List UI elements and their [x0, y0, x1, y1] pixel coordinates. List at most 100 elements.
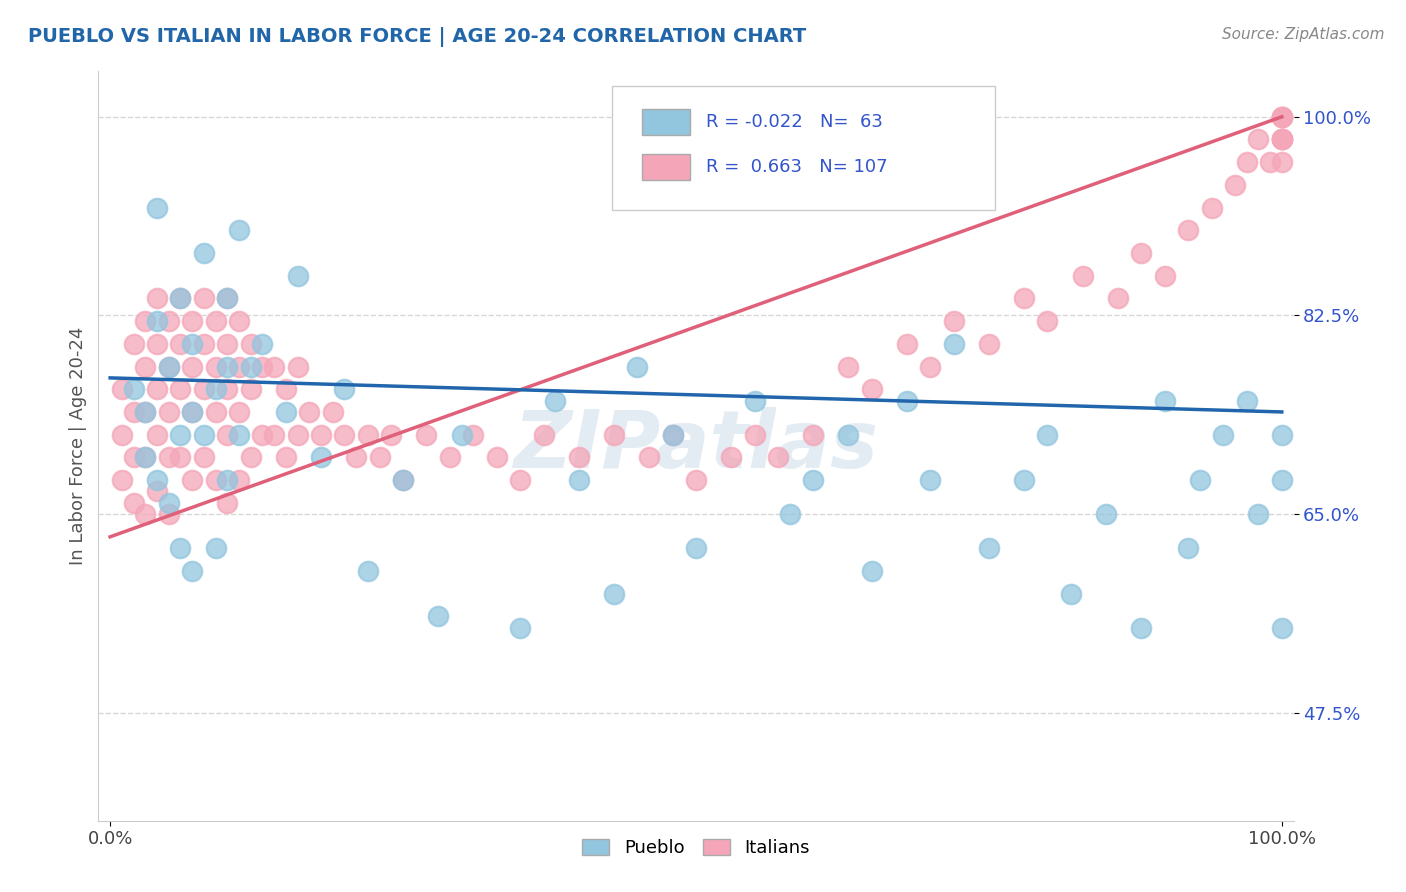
Point — [111, 473, 134, 487]
Point — [239, 450, 262, 465]
Point — [1130, 621, 1153, 635]
Point — [157, 496, 180, 510]
Point — [146, 292, 169, 306]
Point — [1188, 473, 1211, 487]
Point — [228, 359, 250, 374]
Point — [533, 427, 555, 442]
Point — [1247, 507, 1270, 521]
Point — [157, 450, 180, 465]
Point — [169, 427, 191, 442]
Point — [239, 382, 262, 396]
Point — [287, 359, 309, 374]
Point — [157, 507, 180, 521]
Point — [860, 382, 883, 396]
Point — [157, 359, 180, 374]
Point — [193, 450, 215, 465]
Point — [1036, 314, 1059, 328]
Point — [239, 359, 262, 374]
Point — [322, 405, 344, 419]
Point — [169, 336, 191, 351]
Point — [169, 450, 191, 465]
Point — [204, 405, 226, 419]
Point — [1271, 110, 1294, 124]
Point — [1153, 268, 1175, 283]
Point — [766, 450, 789, 465]
Legend: Pueblo, Italians: Pueblo, Italians — [575, 831, 817, 864]
Point — [217, 292, 239, 306]
Point — [134, 507, 156, 521]
Point — [744, 393, 766, 408]
Point — [274, 450, 297, 465]
FancyBboxPatch shape — [613, 87, 995, 210]
Point — [122, 450, 145, 465]
Point — [920, 473, 942, 487]
Point — [228, 405, 250, 419]
Point — [744, 427, 766, 442]
Point — [1271, 155, 1294, 169]
Point — [204, 473, 226, 487]
Point — [661, 427, 683, 442]
Point — [169, 382, 191, 396]
Point — [439, 450, 461, 465]
Point — [181, 473, 204, 487]
Point — [134, 314, 156, 328]
Text: ZIPatlas: ZIPatlas — [513, 407, 879, 485]
Point — [427, 609, 450, 624]
Point — [193, 427, 215, 442]
Point — [1271, 427, 1294, 442]
Point — [1201, 201, 1223, 215]
Point — [122, 382, 145, 396]
Point — [193, 336, 215, 351]
Point — [309, 427, 332, 442]
Point — [1271, 132, 1294, 146]
Point — [217, 292, 239, 306]
Point — [1271, 110, 1294, 124]
Point — [463, 427, 485, 442]
Point — [309, 450, 332, 465]
Point — [204, 359, 226, 374]
Point — [333, 427, 356, 442]
Point — [1258, 155, 1281, 169]
Point — [568, 450, 591, 465]
Point — [603, 427, 626, 442]
Point — [204, 314, 226, 328]
Point — [146, 382, 169, 396]
Point — [942, 314, 965, 328]
Point — [193, 246, 215, 260]
Point — [228, 427, 250, 442]
Point — [801, 427, 824, 442]
Point — [1223, 178, 1246, 192]
Point — [1236, 393, 1258, 408]
Point — [146, 473, 169, 487]
Point — [415, 427, 437, 442]
Point — [134, 405, 156, 419]
Point — [837, 359, 859, 374]
Point — [1177, 223, 1199, 237]
Point — [1036, 427, 1059, 442]
Point — [252, 336, 274, 351]
Point — [193, 382, 215, 396]
Point — [228, 223, 250, 237]
Point — [450, 427, 472, 442]
Point — [1060, 586, 1083, 600]
Point — [169, 292, 191, 306]
Point — [134, 359, 156, 374]
Point — [837, 427, 859, 442]
Point — [1130, 246, 1153, 260]
Point — [239, 336, 262, 351]
Point — [111, 382, 134, 396]
Y-axis label: In Labor Force | Age 20-24: In Labor Force | Age 20-24 — [69, 326, 87, 566]
Point — [217, 427, 239, 442]
Text: Source: ZipAtlas.com: Source: ZipAtlas.com — [1222, 27, 1385, 42]
Point — [357, 427, 380, 442]
Point — [157, 359, 180, 374]
Point — [568, 473, 591, 487]
Point — [392, 473, 415, 487]
Point — [1153, 393, 1175, 408]
Point — [779, 507, 801, 521]
Point — [111, 427, 134, 442]
FancyBboxPatch shape — [643, 153, 690, 180]
Point — [509, 473, 531, 487]
Point — [263, 359, 285, 374]
Point — [134, 450, 156, 465]
